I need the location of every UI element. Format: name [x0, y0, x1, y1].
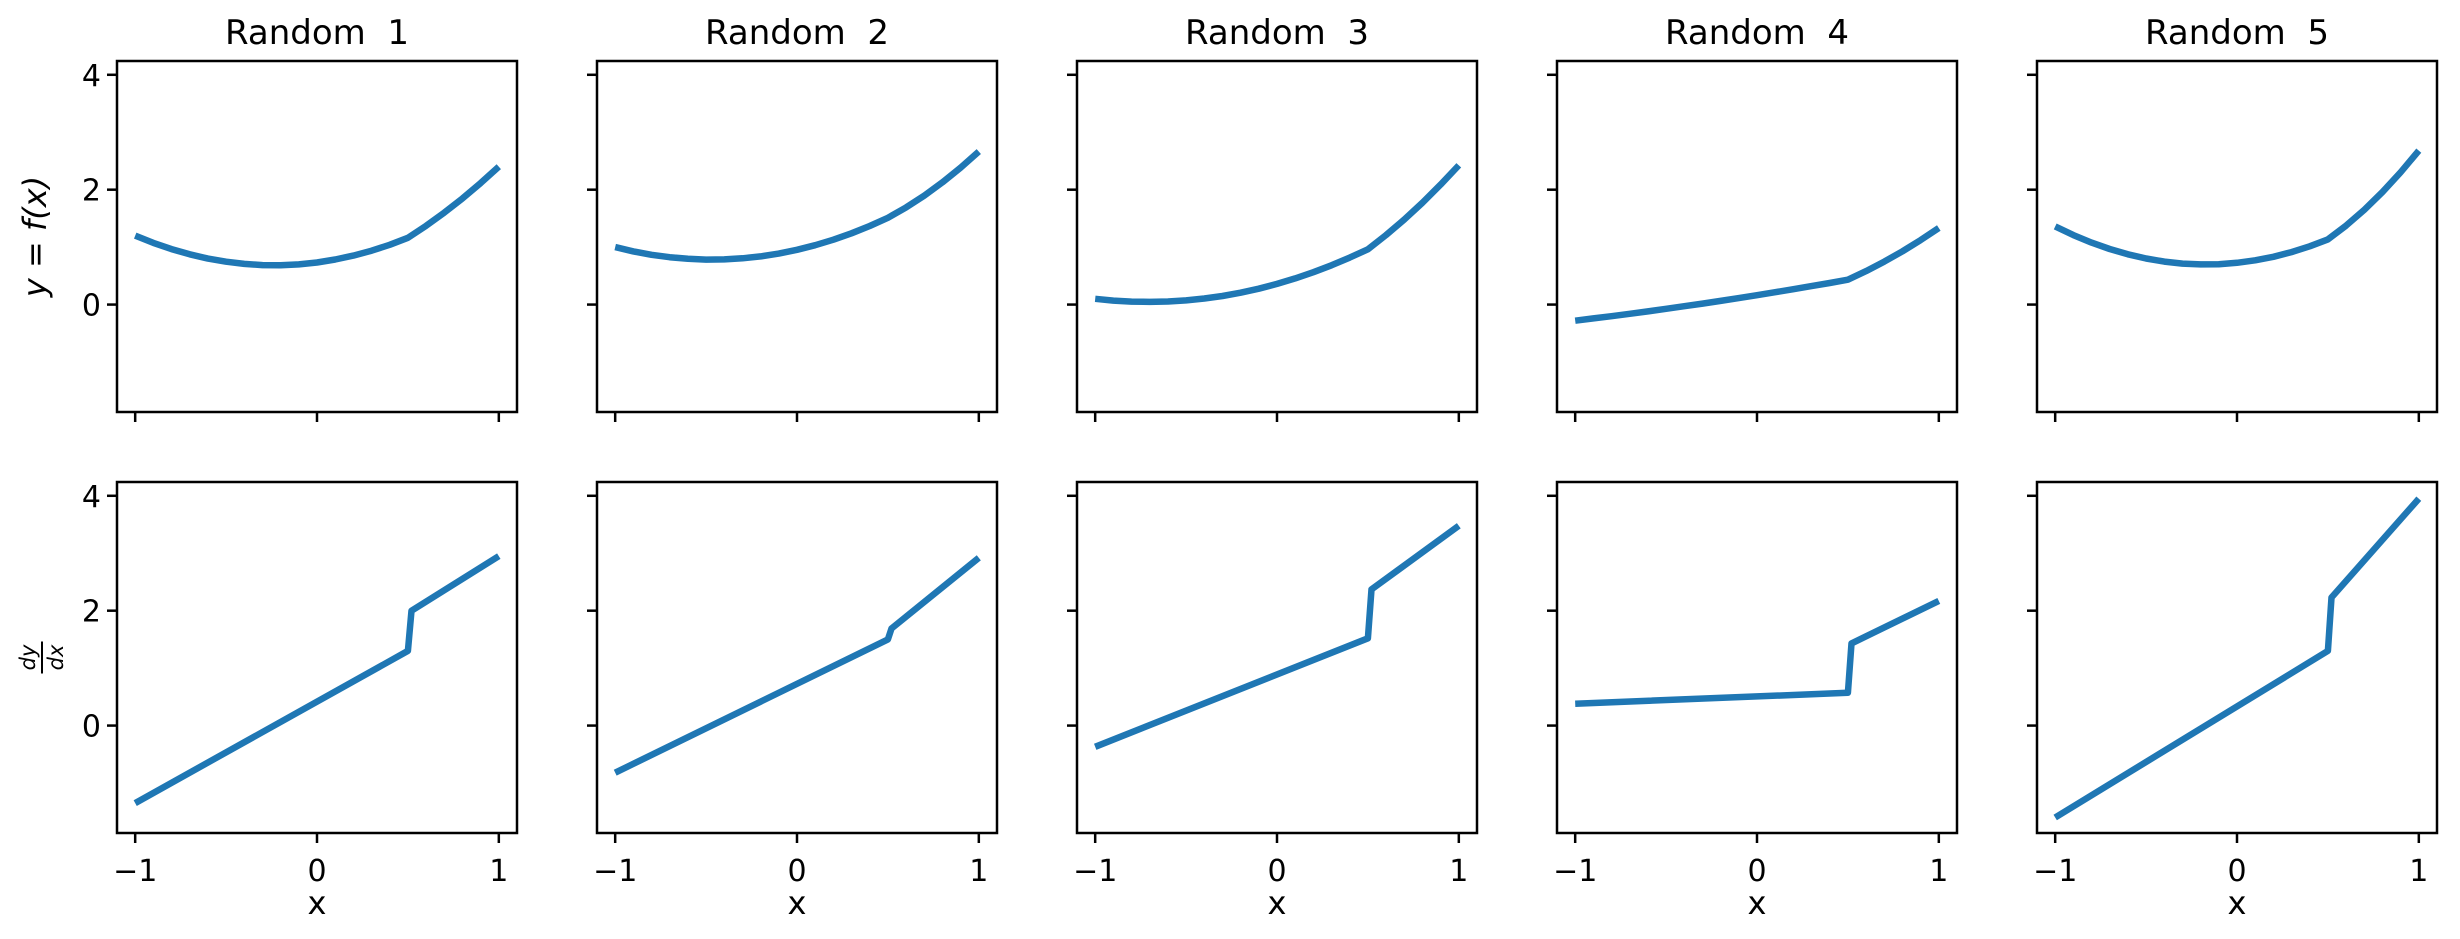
subplot-r1c2: Random 2 — [587, 13, 999, 422]
x-tick-label: 0 — [307, 854, 326, 889]
axes-frame — [1555, 480, 1959, 835]
y-tick-label: 4 — [82, 480, 101, 515]
axes-frame — [2035, 480, 2439, 835]
y-axis-label-fx: y = f(x) — [16, 176, 54, 298]
axes-frame — [595, 59, 999, 414]
axes-frame — [595, 480, 999, 835]
fraction-denominator: dx — [44, 644, 68, 670]
x-axis-label: x — [1268, 884, 1287, 922]
x-tick-label: 0 — [2227, 854, 2246, 889]
subplot-r2c2: −1 0 1 x — [587, 480, 999, 922]
x-tick-label: −1 — [593, 854, 637, 889]
derivative-curve — [133, 553, 501, 806]
y-tick-label: 0 — [82, 710, 101, 745]
x-tick-label: 1 — [1929, 854, 1948, 889]
x-tick-label: 1 — [2409, 854, 2428, 889]
derivative-curve — [1093, 523, 1461, 750]
function-curve — [1094, 163, 1462, 306]
x-tick-label: 0 — [1747, 854, 1766, 889]
axes-frame — [1555, 59, 1959, 414]
subplot-r2c3: −1 0 1 x — [1067, 480, 1479, 922]
x-axis-label: x — [2228, 884, 2247, 922]
x-tick-label: 0 — [1267, 854, 1286, 889]
subplot-r1c3: Random 3 — [1067, 13, 1479, 422]
subplot-r2c1: −1 0 1 0 2 4 x dy dx — [16, 480, 519, 922]
subplot-title: Random 1 — [225, 13, 409, 53]
y-tick-label: 2 — [82, 595, 101, 630]
x-axis-label: x — [308, 884, 327, 922]
subplot-r2c4: −1 0 1 x — [1547, 480, 1959, 922]
x-tick-label: −1 — [113, 854, 157, 889]
x-tick-label: 0 — [787, 854, 806, 889]
x-tick-label: 1 — [489, 854, 508, 889]
y-tick-label: 4 — [82, 59, 101, 94]
subplot-title: Random 2 — [705, 13, 889, 53]
function-curve — [2053, 148, 2422, 268]
axes-frame — [1075, 59, 1479, 414]
derivative-curve — [613, 555, 981, 776]
fraction-numerator: dy — [16, 644, 40, 670]
x-tick-label: 1 — [969, 854, 988, 889]
subplot-title: Random 3 — [1185, 13, 1369, 53]
derivative-curve — [1575, 597, 1941, 707]
x-tick-label: 1 — [1449, 854, 1468, 889]
subplot-title: Random 5 — [2145, 13, 2329, 53]
function-curve — [133, 164, 501, 269]
subplot-r1c1: 0 2 4 Random 1 y = f(x) — [16, 13, 519, 422]
y-tick-label: 2 — [82, 174, 101, 209]
function-curve — [1574, 225, 1941, 324]
subplot-r2c5: −1 0 1 x — [2027, 480, 2439, 922]
x-tick-label: −1 — [2033, 854, 2077, 889]
y-axis-label-dydx: dy dx — [16, 641, 68, 674]
x-tick-label: −1 — [1553, 854, 1597, 889]
subplot-r1c5: Random 5 — [2027, 13, 2439, 422]
subplot-r1c4: Random 4 — [1547, 13, 1959, 422]
function-curve — [614, 149, 981, 263]
derivative-curve — [2053, 496, 2422, 821]
x-axis-label: x — [788, 884, 807, 922]
subplot-title: Random 4 — [1665, 13, 1849, 53]
axes-frame — [115, 59, 519, 414]
x-axis-label: x — [1748, 884, 1767, 922]
axes-frame — [1075, 480, 1479, 835]
y-tick-label: 0 — [82, 289, 101, 324]
axes-frame — [2035, 59, 2439, 414]
x-tick-label: −1 — [1073, 854, 1117, 889]
